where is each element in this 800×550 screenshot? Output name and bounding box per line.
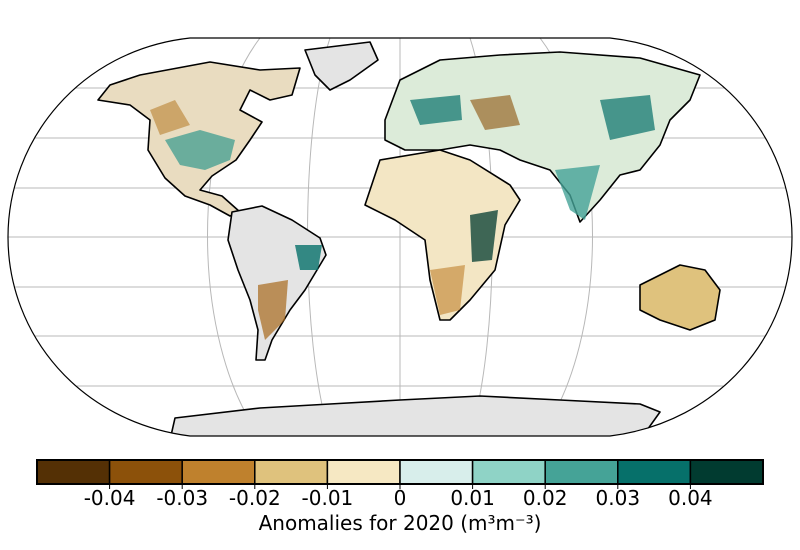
colorbar-tick-label: 0.03 [596, 486, 641, 510]
australia [639, 264, 721, 331]
anomaly-patch [470, 95, 520, 130]
colorbar: -0.04 -0.03 -0.02 -0.01 0 0.01 0.02 0.03 0.04 [36, 459, 764, 510]
colorbar-bin [544, 459, 619, 485]
colorbar-tick-label: 0.04 [668, 486, 713, 510]
anomaly-patch [295, 245, 322, 270]
colorbar-tick-label: -0.03 [156, 486, 208, 510]
colorbar-tick-label: -0.04 [84, 486, 136, 510]
colorbar-bin [689, 459, 764, 485]
anomaly-patch [165, 130, 235, 170]
colorbar-bin [108, 459, 183, 485]
colorbar-bin [399, 459, 474, 485]
anomaly-patch [430, 265, 465, 315]
colorbar-bin [326, 459, 401, 485]
greenland [304, 41, 379, 91]
colorbar-bin [181, 459, 256, 485]
africa [364, 149, 521, 321]
map-frame [7, 37, 793, 437]
colorbar-tick-label: 0.02 [523, 486, 568, 510]
land [97, 41, 721, 436]
colorbar-label: Anomalies for 2020 (m³m⁻³) [259, 511, 542, 535]
anomaly-patch [150, 100, 190, 135]
colorbar-tick-label: -0.02 [229, 486, 281, 510]
anomaly-patch [555, 165, 600, 220]
colorbar-tick-label: 0.01 [450, 486, 495, 510]
antarctica [169, 395, 661, 436]
eurasia [384, 51, 701, 223]
colorbar-tick-label: -0.01 [302, 486, 354, 510]
colorbar-bin [617, 459, 692, 485]
colorbar-tick-label: 0 [394, 486, 407, 510]
map [8, 38, 792, 436]
anomaly-patch [410, 95, 462, 125]
colorbar-bin [254, 459, 329, 485]
anomaly-patch [600, 95, 655, 140]
colorbar-bin [36, 459, 111, 485]
anomaly-patch [470, 210, 498, 262]
anomaly-patch [258, 280, 288, 340]
colorbar-bin [471, 459, 546, 485]
